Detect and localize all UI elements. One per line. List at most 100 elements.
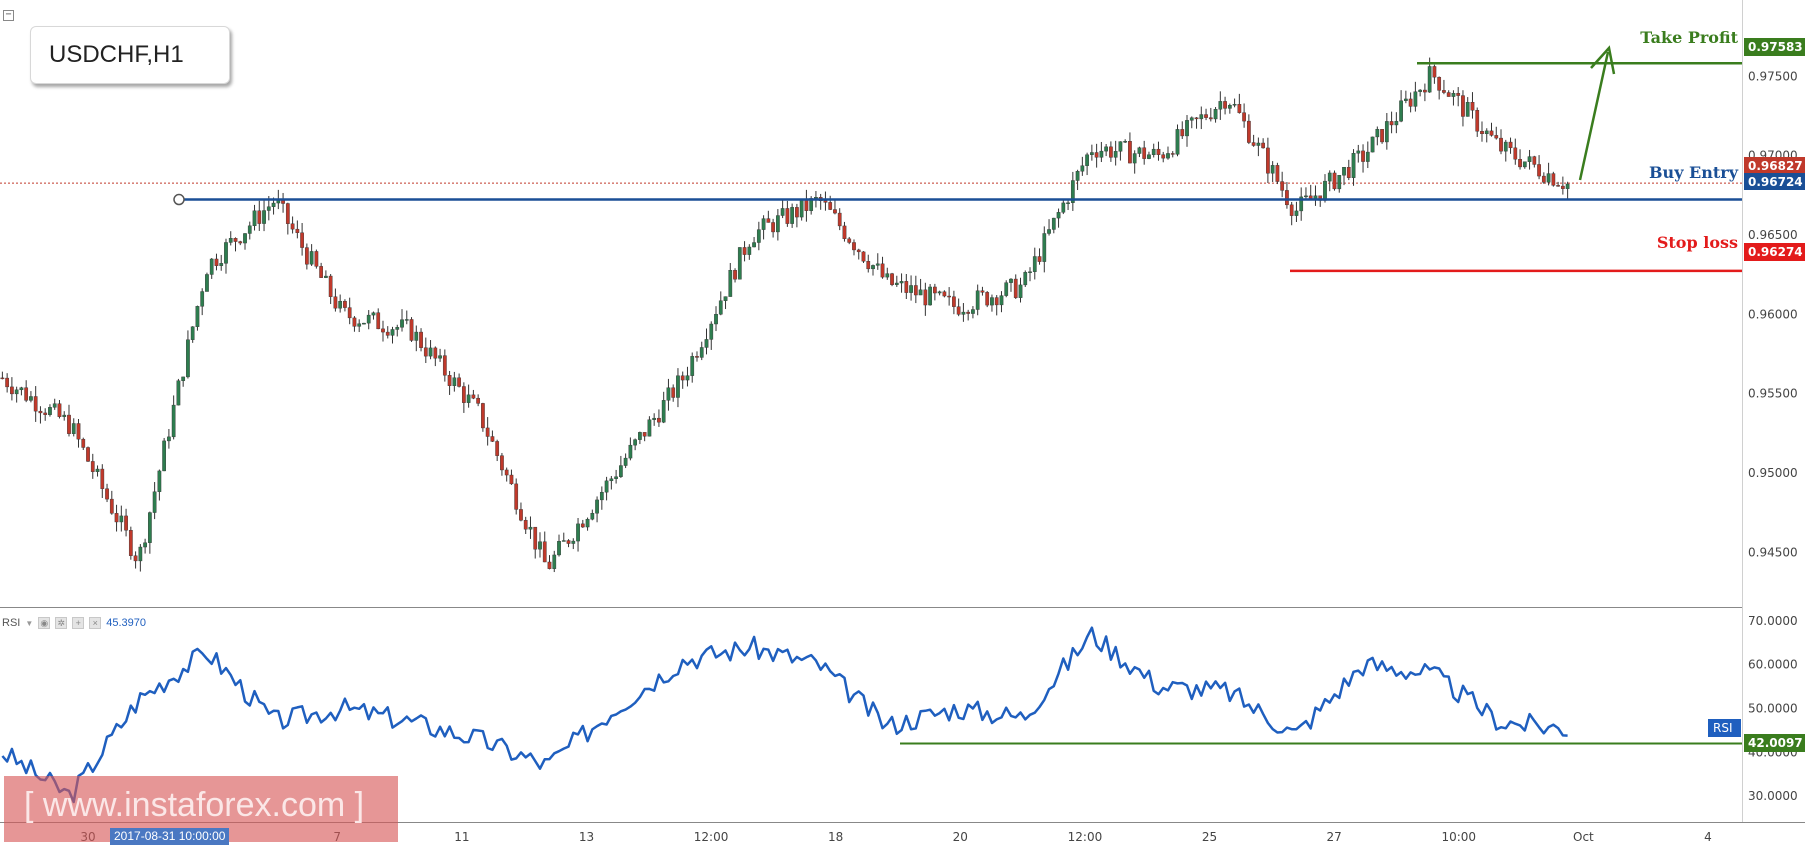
candle-body[interactable] [814,197,818,199]
candle-body[interactable] [1437,76,1442,91]
candle-body[interactable] [1075,171,1080,181]
candle-body[interactable] [152,491,157,513]
candle-body[interactable] [866,261,871,270]
candle-body[interactable] [338,300,343,309]
candle-body[interactable] [100,468,105,489]
candle-body[interactable] [1432,66,1437,78]
candle-body[interactable] [357,323,362,327]
candle-body[interactable] [947,295,952,298]
candle-body[interactable] [300,232,304,248]
candle-body[interactable] [1094,152,1099,158]
candle-body[interactable] [147,512,152,543]
candle-body[interactable] [43,412,48,415]
candle-body[interactable] [733,270,737,280]
candle-body[interactable] [262,210,266,224]
candle-body[interactable] [742,247,747,255]
candle-body[interactable] [785,208,790,224]
candle-body[interactable] [409,319,414,341]
candle-body[interactable] [871,265,875,270]
candle-body[interactable] [1218,101,1223,110]
candle-body[interactable] [1327,172,1332,182]
candle-body[interactable] [1413,91,1418,107]
candle-body[interactable] [1299,196,1304,212]
candle-body[interactable] [1246,120,1251,143]
candle-body[interactable] [1399,100,1403,122]
candle-body[interactable] [971,309,975,314]
candle-body[interactable] [167,436,171,442]
candle-body[interactable] [1442,90,1446,93]
candle-body[interactable] [219,263,224,266]
candle-body[interactable] [723,296,728,301]
candle-body[interactable] [552,554,557,569]
candle-body[interactable] [1047,229,1051,234]
candle-body[interactable] [1484,130,1489,135]
candle-body[interactable] [86,447,90,462]
rsi-line[interactable] [1,626,1568,804]
candle-body[interactable] [599,491,604,501]
candle-body[interactable] [1194,117,1199,120]
candle-body[interactable] [1403,98,1408,101]
candle-body[interactable] [1556,185,1560,187]
candle-body[interactable] [133,555,138,562]
candle-body[interactable] [1142,147,1147,159]
candle-body[interactable] [324,275,328,278]
rsi-legend[interactable]: RSI ▼ ◉ ✲ + × 45.3970 [2,617,146,629]
candle-body[interactable] [1237,104,1242,113]
candle-body[interactable] [214,258,219,266]
candle-body[interactable] [1480,131,1484,135]
candle-body[interactable] [1361,150,1365,162]
candle-body[interactable] [952,296,956,307]
candle-body[interactable] [1113,151,1118,158]
candle-body[interactable] [1394,120,1399,126]
candle-body[interactable] [638,432,642,440]
candle-body[interactable] [1104,146,1109,152]
candle-body[interactable] [1427,66,1432,93]
candle-body[interactable] [604,480,609,493]
candle-body[interactable] [790,207,795,224]
candle-body[interactable] [138,546,143,562]
candle-body[interactable] [1365,151,1370,162]
candle-body[interactable] [1147,154,1151,159]
candle-body[interactable] [1532,156,1537,165]
close-icon[interactable]: × [89,617,102,629]
candle-body[interactable] [109,498,114,514]
candle-body[interactable] [57,403,62,417]
candle-body[interactable] [1470,102,1475,111]
candle-body[interactable] [1289,204,1294,216]
candle-body[interactable] [918,289,923,296]
candle-body[interactable] [162,440,167,472]
candle-body[interactable] [62,414,67,417]
candle-body[interactable] [1513,147,1518,160]
candle-body[interactable] [994,297,999,306]
candle-body[interactable] [362,322,366,325]
collapse-toggle-icon[interactable]: − [3,10,14,21]
candle-body[interactable] [1346,167,1351,178]
candle-body[interactable] [1109,146,1113,158]
candle-body[interactable] [890,273,894,285]
candle-body[interactable] [128,530,133,556]
candle-body[interactable] [1161,154,1166,159]
candle-body[interactable] [609,478,614,482]
candle-body[interactable] [485,427,490,437]
candle-body[interactable] [1356,150,1361,154]
candle-body[interactable] [1527,156,1532,162]
candle-body[interactable] [937,291,942,294]
candle-body[interactable] [775,215,780,233]
candle-body[interactable] [566,540,571,544]
candle-body[interactable] [1023,272,1028,286]
candle-body[interactable] [1475,110,1480,132]
candle-body[interactable] [500,455,504,471]
candle-body[interactable] [243,233,247,244]
candle-body[interactable] [1223,101,1227,109]
candle-body[interactable] [1489,130,1494,136]
candle-body[interactable] [319,266,324,278]
candle-body[interactable] [371,312,376,316]
candle-body[interactable] [1099,150,1104,158]
candle-body[interactable] [209,258,214,275]
candle-body[interactable] [509,474,514,485]
candle-body[interactable] [171,404,176,438]
candle-body[interactable] [1451,93,1456,97]
candle-body[interactable] [95,468,100,472]
candle-body[interactable] [628,444,633,459]
